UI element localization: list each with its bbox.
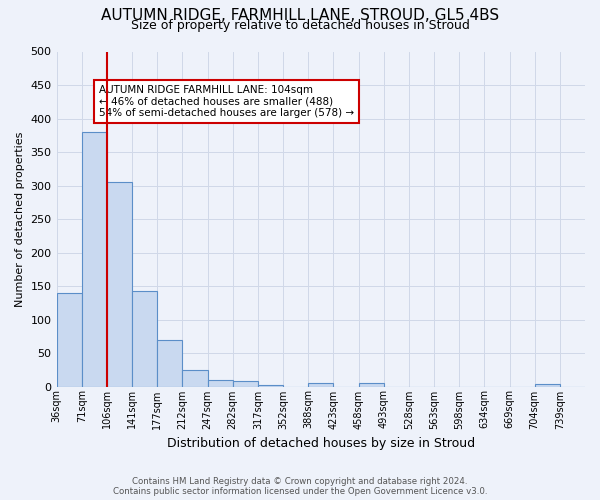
- Bar: [233, 381, 258, 386]
- Bar: [359, 383, 383, 386]
- Bar: [157, 340, 182, 386]
- Bar: [56, 292, 82, 386]
- Bar: [535, 384, 560, 386]
- Bar: [308, 383, 334, 386]
- Bar: [107, 182, 132, 386]
- Bar: [132, 292, 157, 386]
- X-axis label: Distribution of detached houses by size in Stroud: Distribution of detached houses by size …: [167, 437, 475, 450]
- Bar: [82, 132, 107, 386]
- Bar: [208, 380, 233, 386]
- Y-axis label: Number of detached properties: Number of detached properties: [15, 132, 25, 306]
- Text: AUTUMN RIDGE FARMHILL LANE: 104sqm
← 46% of detached houses are smaller (488)
54: AUTUMN RIDGE FARMHILL LANE: 104sqm ← 46%…: [99, 85, 354, 118]
- Bar: [258, 384, 283, 386]
- Text: AUTUMN RIDGE, FARMHILL LANE, STROUD, GL5 4BS: AUTUMN RIDGE, FARMHILL LANE, STROUD, GL5…: [101, 8, 499, 22]
- Text: Size of property relative to detached houses in Stroud: Size of property relative to detached ho…: [131, 18, 469, 32]
- Text: Contains HM Land Registry data © Crown copyright and database right 2024.
Contai: Contains HM Land Registry data © Crown c…: [113, 476, 487, 496]
- Bar: [182, 370, 208, 386]
